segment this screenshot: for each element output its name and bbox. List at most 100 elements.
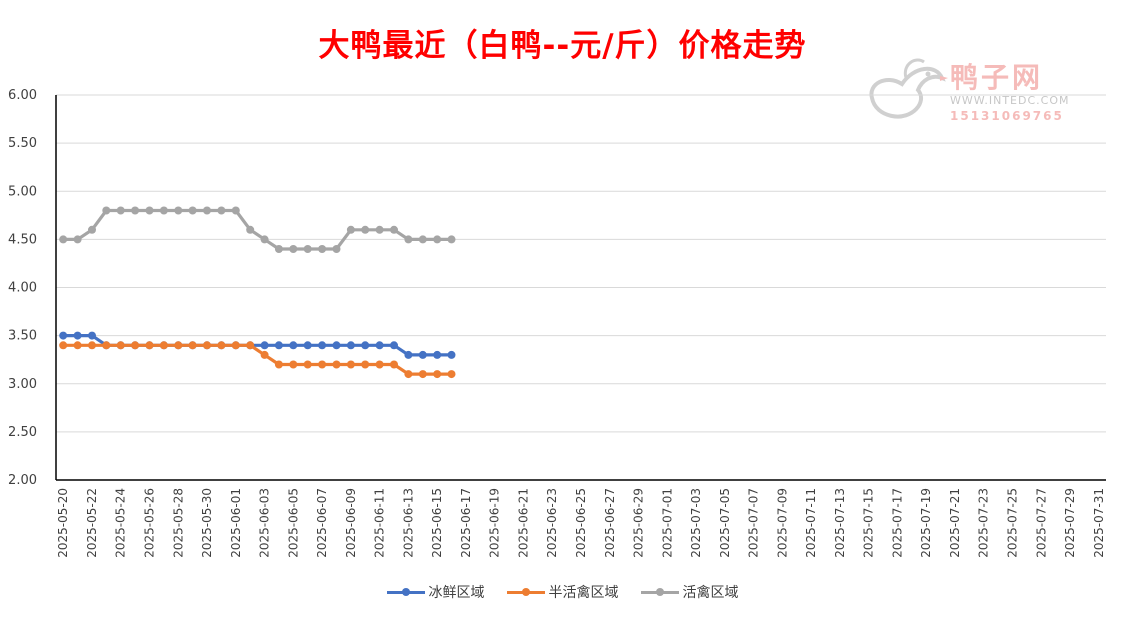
x-tick-label: 2025-07-23 [977, 488, 991, 558]
chart-title: 大鸭最近（白鸭--元/斤）价格走势 [318, 28, 807, 64]
data-point-series-1 [289, 341, 298, 350]
legend-item-1: 冰鲜区域 [386, 582, 485, 602]
data-point-series-3 [289, 245, 298, 253]
data-point-series-2 [303, 360, 312, 369]
y-tick-label: 3.00 [8, 377, 37, 392]
legend-item-2: 半活禽区域 [506, 582, 619, 602]
x-tick-label: 2025-07-15 [862, 488, 876, 558]
data-point-series-2 [73, 341, 82, 350]
x-tick-label: 2025-07-05 [718, 488, 732, 558]
series-line-2 [63, 343, 452, 376]
series-line-3 [63, 208, 452, 251]
data-point-series-2 [88, 341, 96, 350]
data-point-series-3 [203, 206, 211, 215]
watermark-brand: 鸭子网 [950, 61, 1044, 94]
data-point-series-3 [303, 245, 312, 253]
watermark: 鸭子网 WWW.INTEDC.COM 15131069765 [862, 54, 1102, 126]
legend-label: 冰鲜区域 [428, 585, 485, 601]
x-tick-label: 2025-05-30 [200, 488, 214, 558]
data-point-series-3 [116, 206, 125, 215]
x-tick-label: 2025-05-28 [171, 488, 185, 558]
data-point-series-2 [102, 341, 111, 350]
legend-label: 半活禽区域 [548, 585, 619, 601]
data-point-series-2 [59, 341, 68, 350]
data-point-series-2 [390, 360, 398, 369]
x-tick-label: 2025-06-25 [574, 488, 588, 558]
data-point-series-3 [131, 206, 140, 215]
data-point-series-3 [433, 235, 442, 244]
data-point-series-2 [361, 360, 370, 369]
x-tick-label: 2025-07-13 [833, 488, 847, 558]
x-tick-label: 2025-06-03 [258, 488, 272, 558]
data-point-series-3 [73, 235, 82, 244]
x-tick-label: 2025-06-17 [459, 488, 473, 558]
x-tick-label: 2025-06-23 [545, 488, 559, 558]
x-tick-label: 2025-07-25 [1006, 488, 1020, 558]
data-point-series-1 [73, 331, 82, 340]
x-tick-label: 2025-07-17 [890, 488, 904, 558]
data-point-series-3 [390, 225, 398, 234]
data-point-series-1 [418, 350, 427, 359]
data-point-series-3 [274, 245, 283, 253]
x-tick-label: 2025-06-11 [373, 488, 387, 558]
data-point-series-2 [447, 370, 456, 379]
x-tick-label: 2025-07-31 [1092, 488, 1106, 558]
data-point-series-3 [260, 235, 269, 244]
x-tick-label: 2025-06-19 [488, 488, 502, 558]
data-point-series-3 [447, 235, 456, 244]
y-tick-label: 5.00 [8, 184, 37, 199]
data-point-series-2 [217, 341, 226, 350]
data-point-series-3 [174, 206, 183, 215]
x-tick-label: 2025-07-03 [689, 488, 703, 558]
x-tick-label: 2025-06-15 [430, 488, 444, 558]
data-point-series-2 [289, 360, 298, 369]
legend-swatch-icon [506, 587, 545, 597]
data-point-series-2 [116, 341, 125, 350]
data-point-series-3 [159, 206, 168, 215]
data-point-series-2 [131, 341, 140, 350]
y-tick-label: 6.00 [8, 88, 37, 103]
x-tick-label: 2025-06-13 [401, 488, 415, 558]
y-tick-label: 2.50 [8, 425, 37, 440]
data-point-series-2 [203, 341, 211, 350]
data-point-series-2 [260, 350, 269, 359]
data-point-series-2 [246, 341, 255, 350]
data-point-series-1 [59, 331, 68, 340]
x-tick-label: 2025-07-01 [660, 488, 674, 558]
data-point-series-2 [159, 341, 168, 350]
x-tick-label: 2025-07-27 [1034, 488, 1048, 558]
x-tick-label: 2025-07-07 [747, 488, 761, 558]
x-tick-label: 2025-06-05 [286, 488, 300, 558]
data-point-series-3 [102, 206, 111, 215]
data-point-series-1 [433, 350, 442, 359]
y-tick-label: 2.00 [8, 473, 37, 488]
data-point-series-3 [188, 206, 197, 215]
legend-label: 活禽区域 [682, 585, 739, 601]
data-point-series-3 [375, 225, 384, 234]
data-point-series-1 [361, 341, 370, 350]
x-tick-label: 2025-07-11 [804, 488, 818, 558]
data-point-series-1 [274, 341, 283, 350]
x-tick-label: 2025-07-21 [948, 488, 962, 558]
data-point-series-1 [88, 331, 96, 340]
data-point-series-2 [318, 360, 327, 369]
data-point-series-1 [404, 350, 413, 359]
data-point-series-1 [346, 341, 355, 350]
data-point-series-3 [246, 225, 255, 234]
data-point-series-2 [145, 341, 154, 350]
data-point-series-3 [88, 225, 96, 234]
data-point-series-3 [404, 235, 413, 244]
watermark-phone: 15131069765 [950, 109, 1064, 123]
legend: 冰鲜区域 半活禽区域 活禽区域 [0, 582, 1125, 602]
x-tick-label: 2025-05-24 [114, 488, 128, 558]
data-point-series-3 [346, 225, 355, 234]
watermark-site: WWW.INTEDC.COM [950, 94, 1070, 107]
x-tick-label: 2025-07-19 [919, 488, 933, 558]
x-tick-label: 2025-05-20 [56, 488, 70, 558]
data-point-series-3 [231, 206, 240, 215]
data-point-series-2 [375, 360, 384, 369]
data-point-series-3 [217, 206, 226, 215]
data-point-series-1 [375, 341, 384, 350]
data-point-series-1 [447, 350, 456, 359]
